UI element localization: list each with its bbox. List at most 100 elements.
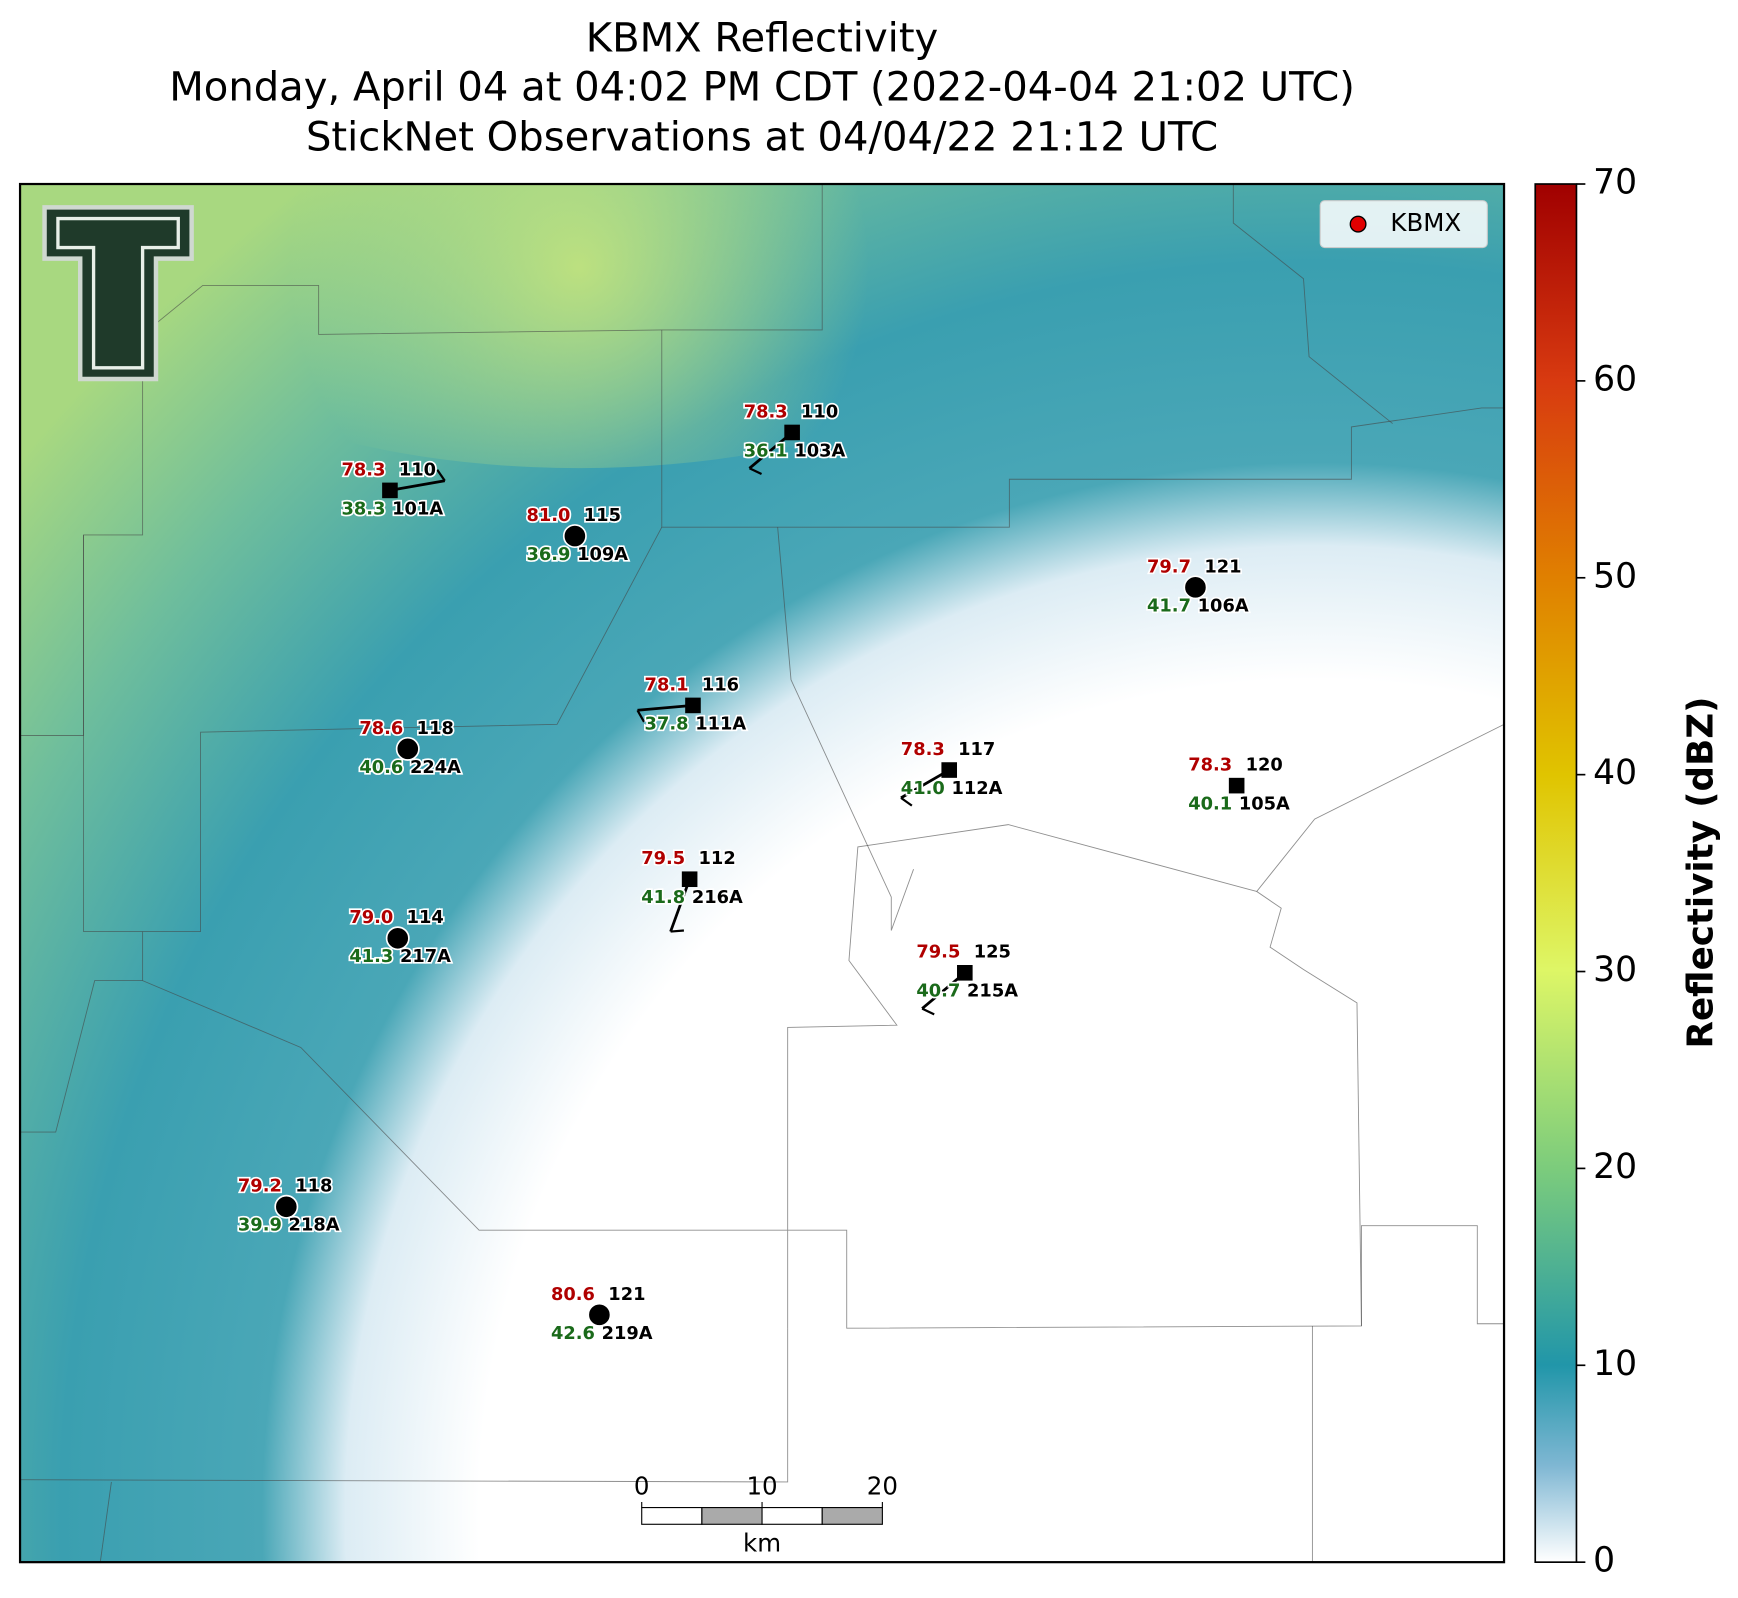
county-lines	[20, 184, 1505, 1563]
colorbar-tick-label: 20	[1593, 1147, 1637, 1187]
station-value: 114	[407, 907, 444, 928]
legend: KBMX	[1319, 200, 1488, 249]
station-value: 116	[702, 674, 739, 695]
dewpoint: 36.9	[526, 544, 570, 565]
wind-barb	[389, 479, 446, 492]
scale-segment	[641, 1507, 703, 1525]
dewpoint: 41.0	[901, 778, 945, 799]
station: 80.6 121 42.6 219A	[549, 1282, 654, 1345]
wind-barb-flag	[436, 469, 446, 482]
station-value: 112	[699, 848, 736, 869]
temperature: 79.0	[349, 907, 393, 928]
station-marker	[957, 965, 973, 981]
legend-label: KBMX	[1390, 208, 1461, 237]
station: 79.2 118 39.9 218A	[236, 1174, 341, 1237]
wind-barb	[669, 878, 691, 933]
legend-box	[1319, 200, 1488, 249]
wind-barb	[637, 704, 694, 712]
station-id: 215A	[967, 981, 1018, 1002]
temperature: 78.3	[901, 739, 945, 760]
scale-segment	[821, 1507, 883, 1525]
station-id: 216A	[692, 887, 743, 908]
station-marker	[681, 871, 698, 888]
colorbar-tick-label: 30	[1593, 950, 1637, 990]
colorbar	[1534, 183, 1578, 1563]
temperature: 78.6	[359, 718, 403, 739]
station-value: 118	[417, 718, 454, 739]
dewpoint: 41.8	[641, 887, 685, 908]
station: 78.3 120 40.1 105A	[1187, 753, 1292, 816]
station-value: 121	[1204, 556, 1241, 577]
station-marker	[382, 482, 398, 499]
station-marker	[784, 424, 800, 441]
station-value: 117	[958, 739, 995, 760]
dewpoint: 41.7	[1147, 595, 1191, 616]
colorbar-tick-label: 70	[1593, 163, 1637, 203]
dewpoint: 38.3	[342, 498, 386, 519]
dewpoint: 42.6	[551, 1323, 595, 1344]
scale-tick-label: 20	[867, 1472, 898, 1501]
station-id: 219A	[602, 1323, 653, 1344]
station-marker	[274, 1194, 299, 1219]
station-id: 217A	[400, 946, 451, 967]
station-id: 103A	[794, 440, 845, 461]
temperature: 79.2	[238, 1176, 282, 1197]
colorbar-tick-label: 0	[1593, 1541, 1615, 1581]
station-marker	[941, 762, 958, 778]
temperature: 79.7	[1147, 556, 1191, 577]
observation-time: StickNet Observations at 04/04/22 21:12 …	[306, 114, 1218, 160]
dewpoint: 39.9	[238, 1215, 282, 1236]
station: 79.5 112 41.8 216A	[640, 846, 745, 933]
station-id: 109A	[577, 544, 628, 565]
station-value: 110	[801, 401, 838, 422]
wind-barb-flag	[670, 929, 684, 933]
reflectivity-core	[111, 184, 1048, 469]
dewpoint: 36.1	[744, 440, 788, 461]
dewpoint: 40.7	[916, 981, 960, 1002]
temperature: 78.3	[1188, 755, 1232, 776]
wind-barb-flag	[636, 709, 646, 723]
station: 78.6 118 40.6 224A	[358, 716, 463, 779]
station-value: 115	[584, 505, 621, 526]
stations: 78.3 110 38.3 101A 81.0 115 36.9 109A 78.3 110 36.…	[236, 400, 1292, 1346]
scale-tick-label: 10	[746, 1472, 777, 1501]
station: 79.5 125 40.7 215A	[915, 940, 1020, 1016]
temperature: 79.5	[916, 942, 960, 963]
temperature: 78.3	[744, 401, 788, 422]
station-value: 120	[1246, 755, 1283, 776]
colorbar-label: Reflectivity (dBZ)	[1680, 697, 1721, 1049]
radar-layer	[20, 184, 1505, 1563]
legend-marker	[1349, 215, 1367, 233]
dewpoint: 40.6	[359, 757, 403, 778]
colorbar-tick-label: 40	[1593, 753, 1637, 793]
wind-barb-flag	[921, 1007, 935, 1016]
logo	[42, 205, 194, 382]
station-marker	[587, 1302, 612, 1327]
station: 78.3 117 41.0 112A	[899, 737, 1004, 807]
station-value: 125	[974, 942, 1011, 963]
colorbar-tick-label: 60	[1593, 359, 1637, 399]
temperature: 78.3	[342, 459, 386, 480]
station-marker	[685, 697, 701, 714]
station-marker	[1228, 777, 1245, 794]
subtitle: Monday, April 04 at 04:02 PM CDT (2022-0…	[169, 64, 1355, 110]
station-id: 106A	[1198, 595, 1249, 616]
dewpoint: 40.1	[1188, 794, 1232, 815]
station-marker	[1183, 575, 1208, 600]
station-id: 112A	[951, 778, 1002, 799]
scale-segment	[701, 1507, 763, 1525]
temperature: 79.5	[641, 848, 685, 869]
scale-unit: km	[743, 1528, 781, 1557]
station: 81.0 115 36.9 109A	[525, 503, 630, 566]
station-id: 218A	[289, 1215, 340, 1236]
dewpoint: 41.3	[349, 946, 393, 967]
station-value: 110	[399, 459, 436, 480]
colorbar-tick-label: 50	[1593, 556, 1637, 596]
station-id: 105A	[1239, 794, 1290, 815]
station: 79.0 114 41.3 217A	[348, 906, 453, 969]
temperature: 80.6	[551, 1284, 595, 1305]
wind-barb-flag	[748, 467, 763, 476]
scale-segment	[761, 1507, 823, 1525]
scale-tick-label: 0	[634, 1472, 650, 1501]
